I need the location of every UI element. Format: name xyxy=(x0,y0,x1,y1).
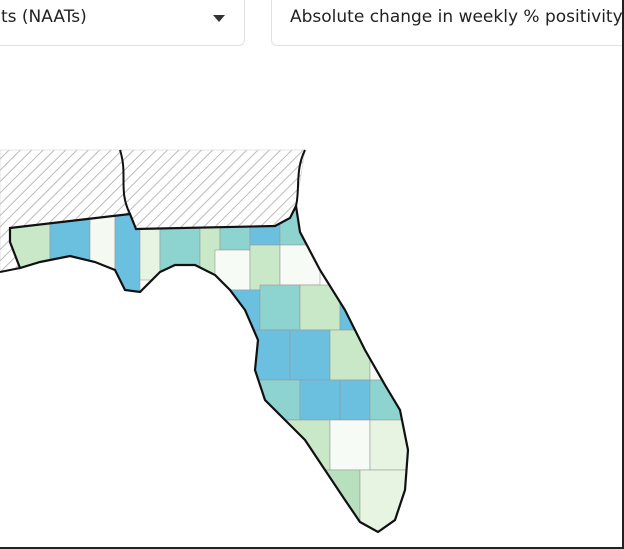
counties xyxy=(10,206,408,532)
state-border xyxy=(295,149,306,207)
metric-dropdown[interactable]: Absolute change in weekly % positivity xyxy=(271,0,623,46)
test-type-dropdown[interactable]: ts (NAATs) xyxy=(0,0,245,46)
dropdown-label: ts (NAATs) xyxy=(1,7,87,27)
state-border xyxy=(0,267,21,273)
state-border xyxy=(119,149,131,215)
dropdown-label: Absolute change in weekly % positivity xyxy=(290,7,623,27)
caret xyxy=(213,15,225,22)
florida-outline xyxy=(8,202,410,534)
